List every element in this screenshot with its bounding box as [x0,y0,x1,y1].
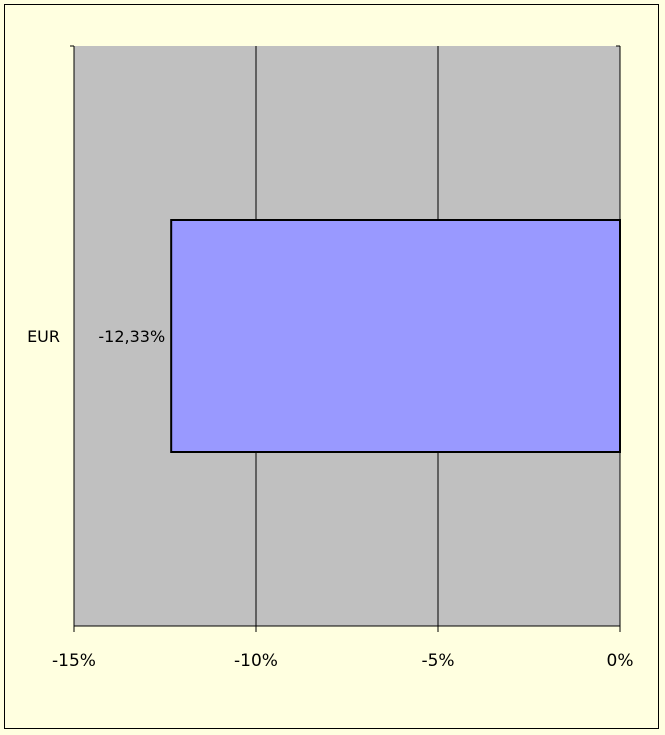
axes [70,45,621,632]
data-labels: -12,33% [98,327,165,346]
category-labels: EUR [27,327,60,346]
data-label-eur: -12,33% [98,327,165,346]
x-tick-label-3: 0% [607,651,634,671]
x-tick-label-2: -5% [421,651,454,671]
x-tick-labels: -15% -10% -5% 0% [52,651,633,671]
category-label-eur: EUR [27,327,60,346]
x-tick-label-0: -15% [52,651,96,671]
bar-eur [170,219,622,453]
x-tick-label-1: -10% [234,651,278,671]
bars [170,219,622,453]
